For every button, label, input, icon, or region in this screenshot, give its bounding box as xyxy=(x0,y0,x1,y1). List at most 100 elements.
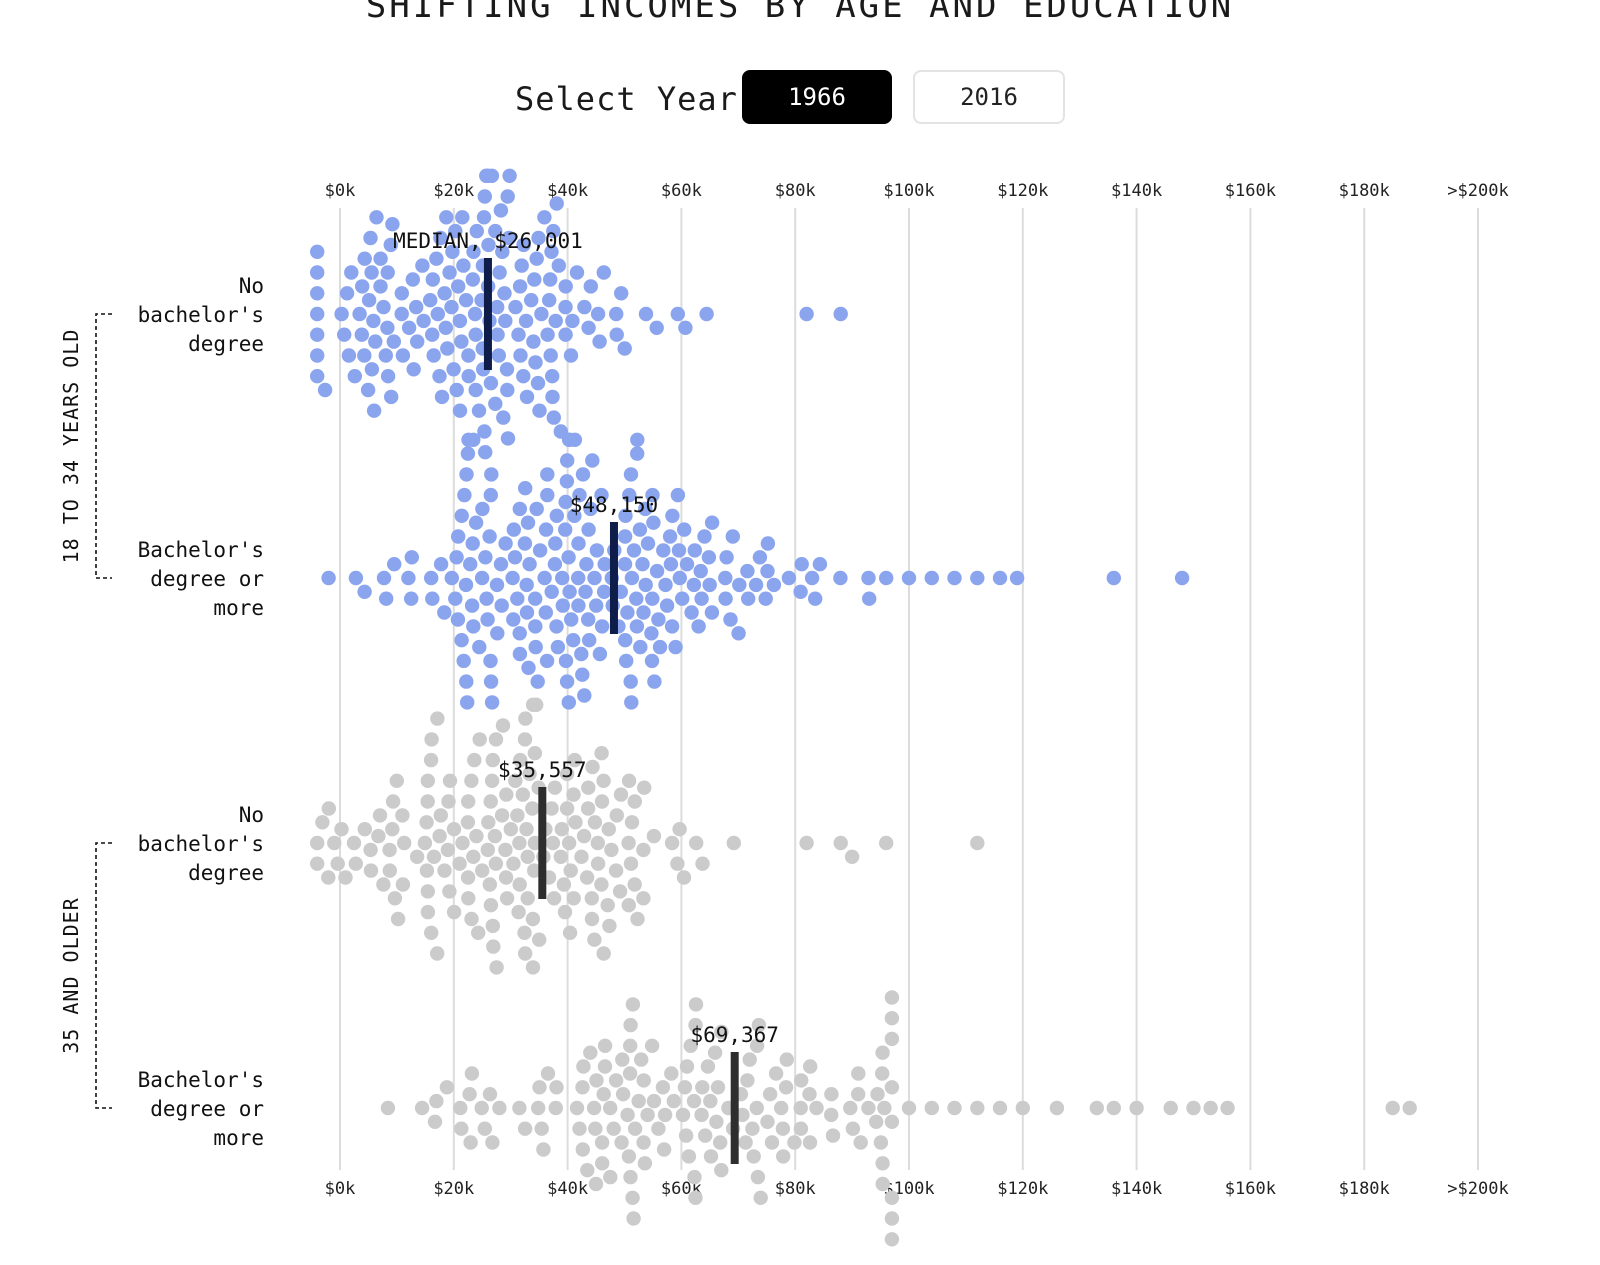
income-dot xyxy=(519,605,535,620)
income-dot xyxy=(347,369,362,384)
income-dot xyxy=(603,1100,618,1116)
income-dot xyxy=(621,835,636,851)
income-dot xyxy=(606,1121,621,1136)
income-dot xyxy=(310,244,325,259)
income-dot xyxy=(776,1149,791,1164)
income-dot xyxy=(703,1149,719,1164)
income-dot xyxy=(341,348,357,363)
income-dot xyxy=(448,591,463,606)
income-dot xyxy=(672,570,687,586)
income-dot xyxy=(793,1121,809,1136)
income-dot xyxy=(537,570,552,586)
income-dot xyxy=(787,1135,802,1150)
income-dot xyxy=(636,891,651,906)
income-dot xyxy=(924,570,939,586)
income-dot xyxy=(779,1052,794,1067)
income-dot xyxy=(483,487,498,503)
income-dot xyxy=(681,1149,697,1164)
income-dot xyxy=(395,348,411,363)
income-dot xyxy=(469,828,484,844)
income-dot xyxy=(1015,1100,1030,1116)
income-dot xyxy=(638,577,653,593)
income-dot xyxy=(824,1087,839,1102)
income-dot xyxy=(487,828,503,844)
income-dot xyxy=(438,320,453,335)
income-dot xyxy=(875,1045,890,1060)
income-dot xyxy=(449,550,464,565)
income-dot xyxy=(575,667,590,682)
income-dot xyxy=(825,1128,841,1143)
income-dot xyxy=(666,1093,681,1109)
income-dot xyxy=(870,1087,885,1102)
income-dot xyxy=(401,320,417,335)
income-dot xyxy=(337,327,352,342)
income-dot xyxy=(640,1107,655,1123)
income-dot xyxy=(372,808,388,823)
income-dot xyxy=(726,835,741,851)
income-dot xyxy=(651,1121,666,1136)
income-dot xyxy=(457,487,472,503)
row-label: Bachelor's xyxy=(138,538,264,562)
income-dot xyxy=(544,584,559,599)
income-dot xyxy=(684,605,699,620)
income-dot xyxy=(678,1128,694,1143)
income-dot xyxy=(475,501,490,517)
income-dot xyxy=(448,223,463,239)
income-dot xyxy=(512,835,527,851)
income-dot xyxy=(621,898,636,913)
income-dot xyxy=(699,306,714,322)
income-dot xyxy=(749,1100,764,1116)
year-1966-button[interactable]: 1966 xyxy=(742,70,892,124)
income-dot xyxy=(549,1080,564,1095)
income-dot xyxy=(645,591,660,606)
income-dot xyxy=(992,570,1008,586)
income-dot xyxy=(454,508,469,523)
income-dot xyxy=(521,660,536,675)
income-dot xyxy=(503,822,518,837)
income-dot xyxy=(310,265,325,280)
income-dot xyxy=(861,570,876,586)
income-dot xyxy=(545,369,560,384)
year-2016-button[interactable]: 2016 xyxy=(913,70,1065,124)
income-dot xyxy=(409,299,424,315)
income-dot xyxy=(845,1121,861,1136)
income-dot xyxy=(1009,570,1025,586)
income-dot xyxy=(579,870,595,885)
income-dot xyxy=(499,891,515,906)
income-dot xyxy=(596,1087,611,1102)
median-label: $48,150 xyxy=(570,493,659,517)
income-dot xyxy=(488,223,503,239)
income-dot xyxy=(668,639,683,655)
income-dot xyxy=(485,1135,500,1150)
row-label: bachelor's xyxy=(138,832,264,856)
income-dot xyxy=(395,808,410,823)
income-dot xyxy=(492,1100,507,1116)
income-dot xyxy=(540,467,555,482)
income-dot xyxy=(512,501,527,517)
income-dot xyxy=(675,1107,691,1123)
select-year-label: Select Year xyxy=(515,80,738,118)
income-dot xyxy=(430,946,445,961)
income-dot xyxy=(624,695,639,710)
income-dot xyxy=(525,960,541,975)
income-dot xyxy=(884,1080,900,1095)
income-dot xyxy=(551,258,566,273)
income-dot xyxy=(808,591,823,606)
income-dot xyxy=(581,320,596,335)
income-dot xyxy=(433,230,448,246)
income-dot xyxy=(609,306,624,322)
income-dot xyxy=(526,334,541,349)
income-dot xyxy=(719,550,734,565)
income-dot xyxy=(395,877,411,892)
income-dot xyxy=(425,327,440,342)
income-dot xyxy=(419,863,435,878)
income-dot xyxy=(672,822,687,837)
income-dot xyxy=(659,598,675,613)
income-dot xyxy=(510,808,525,823)
income-dot xyxy=(580,1163,595,1178)
income-dot xyxy=(603,1169,618,1185)
income-dot xyxy=(310,369,325,384)
income-dot xyxy=(587,570,602,586)
x-tick-label-top: $60k xyxy=(661,181,702,201)
